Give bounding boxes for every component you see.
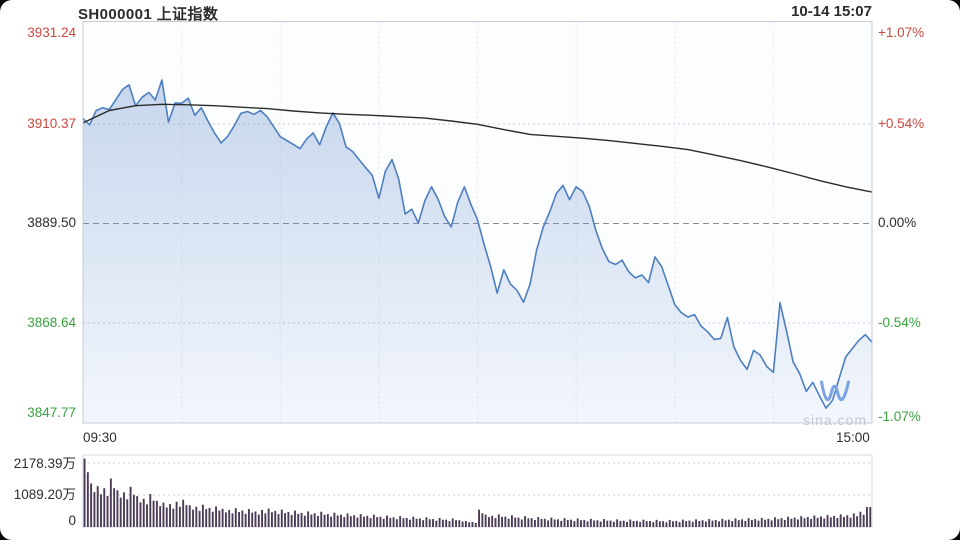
y-axis-right-label-2: 0.00% xyxy=(878,215,917,230)
quote-timestamp: 10-14 15:07 xyxy=(791,3,872,20)
y-axis-left-label-0: 3931.24 xyxy=(27,25,76,40)
y-axis-right-label-0: +1.07% xyxy=(878,25,925,40)
y-axis-right-label-4: -1.07% xyxy=(878,409,921,424)
price-area-fill xyxy=(83,80,872,423)
price-and-average-lines xyxy=(82,21,873,424)
y-axis-left-label-1: 3910.37 xyxy=(27,116,76,131)
volume-axis-label-1: 1089.20万 xyxy=(13,487,76,502)
volume-axis-label-2: 0 xyxy=(68,513,76,528)
y-axis-left-label-3: 3868.64 xyxy=(27,315,76,330)
page-title: SH000001 上证指数 xyxy=(78,6,219,23)
volume-bars-layer xyxy=(82,454,873,528)
y-axis-left-label-4: 3847.77 xyxy=(27,405,76,420)
volume-axis-label-0: 2178.39万 xyxy=(13,456,76,471)
y-axis-right-label-1: +0.54% xyxy=(878,116,925,131)
x-axis-label-close: 15:00 xyxy=(836,430,870,445)
y-axis-right-label-3: -0.54% xyxy=(878,315,921,330)
y-axis-left-label-2: 3889.50 xyxy=(27,215,76,230)
x-axis-label-open: 09:30 xyxy=(83,430,117,445)
